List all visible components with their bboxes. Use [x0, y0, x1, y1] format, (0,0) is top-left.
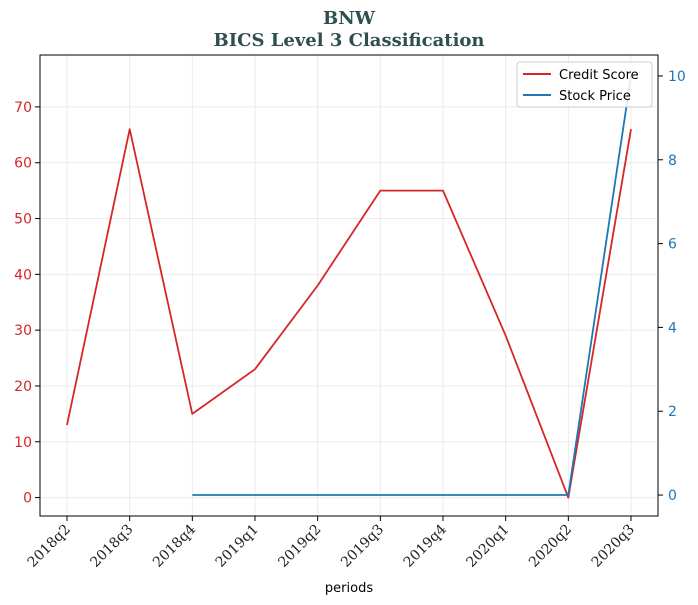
right-axis-tick-label: 10 [668, 69, 686, 85]
left-axis-tick-label: 70 [14, 100, 32, 116]
plot-frame [39, 54, 659, 517]
x-axis-tick-label: 2020q2 [526, 522, 575, 571]
x-axis-tick-label: 2020q1 [463, 522, 512, 571]
left-y-axis: 0 10 20 30 40 50 60 70 [14, 100, 40, 507]
right-axis-tick-label: 4 [668, 320, 677, 336]
legend-label: Credit Score [559, 68, 639, 83]
legend: Credit Score Stock Price [516, 61, 653, 108]
left-axis-tick-label: 40 [14, 267, 32, 283]
right-axis-tick-label: 2 [668, 404, 677, 420]
grid [40, 55, 658, 516]
x-axis-label: periods [325, 581, 373, 596]
series-line-stock-price [192, 75, 632, 496]
left-axis-tick-label: 30 [14, 323, 32, 339]
legend-label: Stock Price [559, 89, 631, 104]
x-axis-tick-label: 2019q4 [401, 521, 450, 570]
x-axis-tick-label: 2018q4 [150, 521, 199, 570]
x-axis-tick-label: 2018q3 [87, 522, 136, 571]
left-axis-tick-label: 60 [14, 156, 32, 172]
right-axis-tick-label: 8 [668, 153, 677, 169]
x-axis-tick-label: 2020q3 [589, 522, 638, 571]
x-axis-tick-label: 2018q2 [25, 522, 74, 571]
x-axis-tick-label: 2019q3 [338, 522, 387, 571]
right-y-axis: 0 2 4 6 8 10 [658, 69, 686, 504]
left-axis-tick-label: 20 [14, 379, 32, 395]
x-axis-tick-label: 2019q1 [213, 522, 262, 571]
right-axis-tick-label: 0 [668, 488, 677, 504]
chart-subtitle: BICS Level 3 Classification [213, 30, 484, 51]
series-layer [66, 75, 632, 499]
left-axis-tick-label: 50 [14, 212, 32, 228]
chart-title: BNW [323, 8, 376, 29]
x-axis: 2018q2 2018q3 2018q4 2019q1 2019q2 2019q3 2019… [25, 516, 638, 571]
x-axis-tick-label: 2019q2 [275, 522, 324, 571]
right-axis-tick-label: 6 [668, 237, 677, 253]
series-line-credit-score [66, 128, 632, 499]
left-axis-tick-label: 10 [14, 435, 32, 451]
left-axis-tick-label: 0 [23, 491, 32, 507]
